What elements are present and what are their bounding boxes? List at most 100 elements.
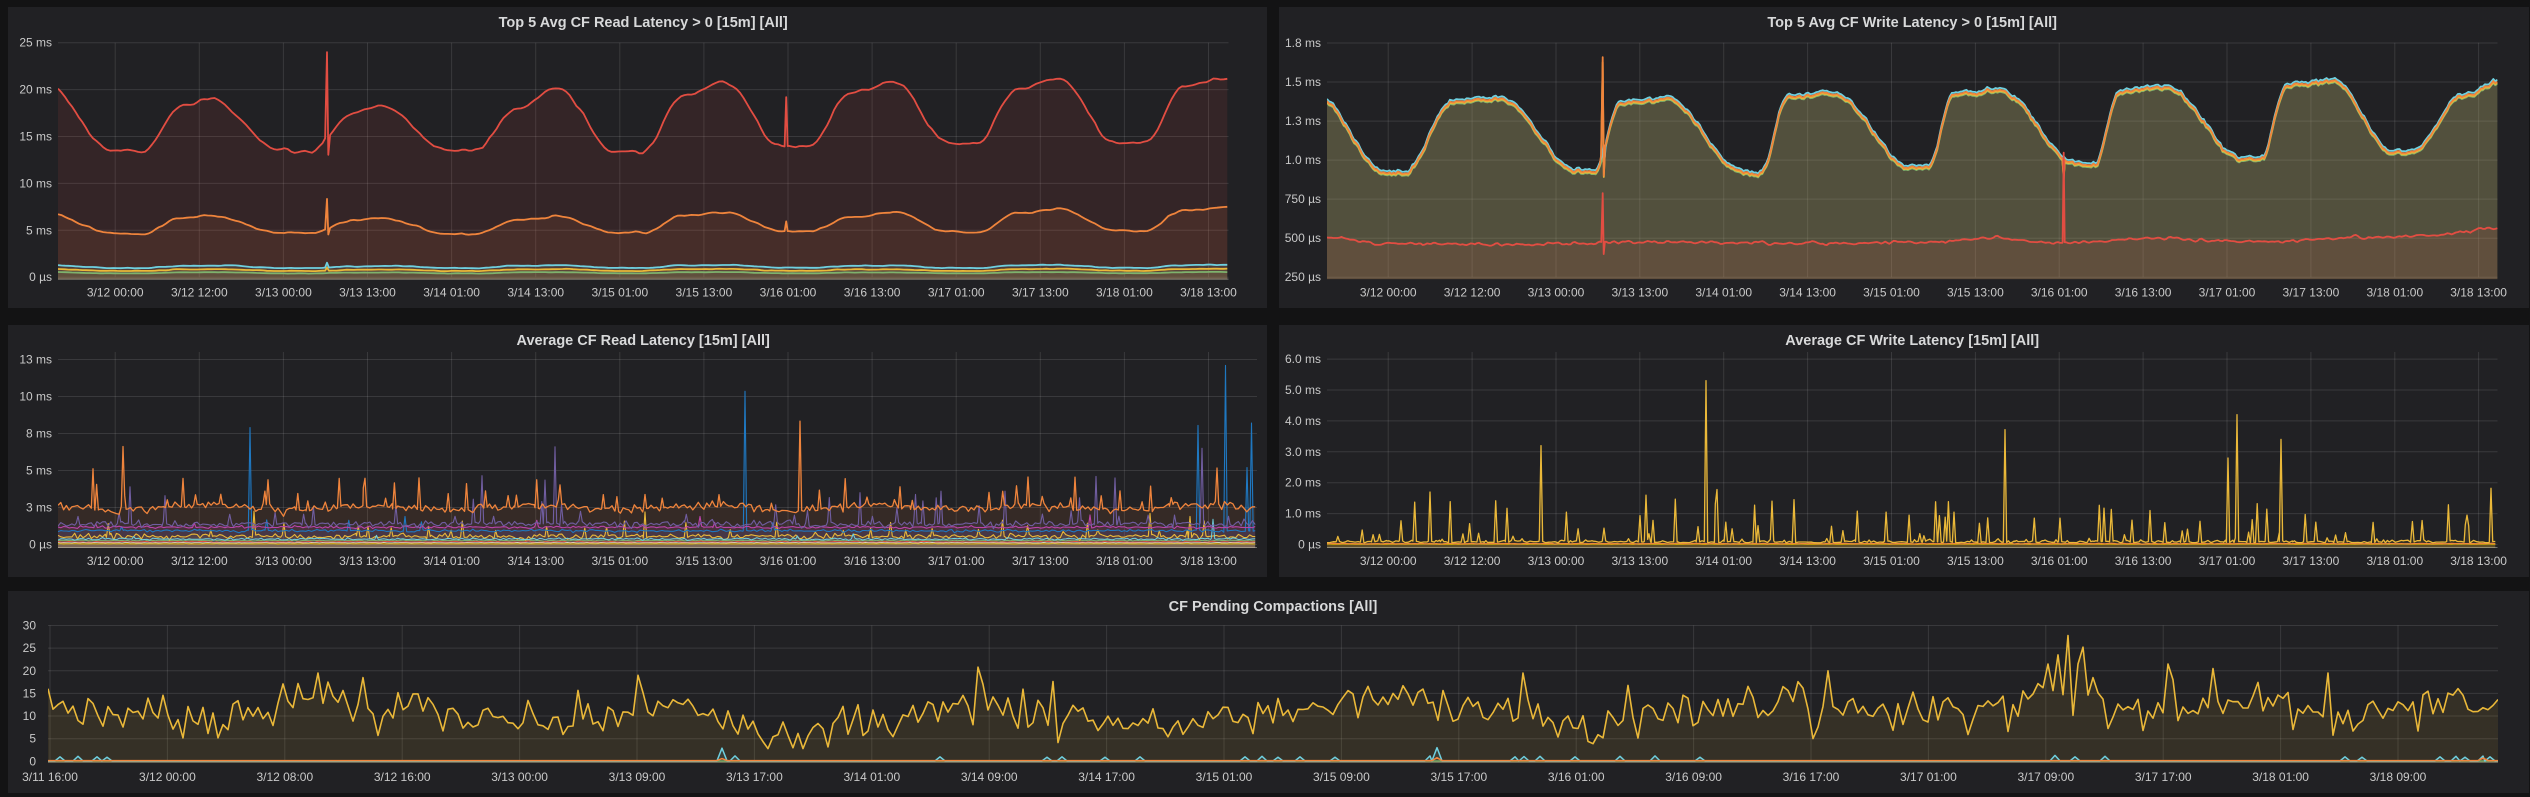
svg-text:3/14 13:00: 3/14 13:00	[507, 286, 564, 300]
svg-text:3/15 01:00: 3/15 01:00	[591, 554, 648, 568]
svg-text:20 ms: 20 ms	[19, 83, 52, 97]
svg-text:5.0 ms: 5.0 ms	[1285, 383, 1321, 397]
svg-text:3/18 09:00: 3/18 09:00	[2370, 770, 2427, 784]
svg-text:8 ms: 8 ms	[26, 427, 52, 441]
svg-text:750 µs: 750 µs	[1285, 192, 1321, 206]
svg-text:3/13 13:00: 3/13 13:00	[339, 554, 396, 568]
svg-text:5 ms: 5 ms	[26, 223, 52, 237]
svg-text:15 ms: 15 ms	[19, 130, 52, 144]
svg-text:3/14 17:00: 3/14 17:00	[1078, 770, 1135, 784]
svg-text:3/18 01:00: 3/18 01:00	[2366, 554, 2423, 568]
svg-text:3/18 13:00: 3/18 13:00	[1180, 286, 1237, 300]
svg-text:3/17 01:00: 3/17 01:00	[2199, 554, 2256, 568]
svg-text:4.0 ms: 4.0 ms	[1285, 414, 1321, 428]
svg-text:Top 5 Avg CF Write Latency > 0: Top 5 Avg CF Write Latency > 0 [15m] [Al…	[1767, 15, 2057, 31]
svg-text:3/14 13:00: 3/14 13:00	[1779, 554, 1836, 568]
svg-text:13 ms: 13 ms	[19, 353, 52, 367]
svg-text:3/17 13:00: 3/17 13:00	[1012, 286, 1069, 300]
svg-text:3 ms: 3 ms	[26, 501, 52, 515]
svg-text:3/17 13:00: 3/17 13:00	[1012, 554, 1069, 568]
svg-text:0 µs: 0 µs	[29, 270, 52, 284]
svg-text:0 µs: 0 µs	[29, 538, 52, 552]
svg-text:3/14 13:00: 3/14 13:00	[507, 554, 564, 568]
svg-text:1.5 ms: 1.5 ms	[1285, 75, 1321, 89]
svg-text:0 µs: 0 µs	[1298, 538, 1321, 552]
svg-text:3/18 01:00: 3/18 01:00	[2366, 286, 2423, 300]
svg-text:3/13 13:00: 3/13 13:00	[1611, 554, 1668, 568]
svg-text:3/12 00:00: 3/12 00:00	[1360, 554, 1417, 568]
svg-text:6.0 ms: 6.0 ms	[1285, 352, 1321, 366]
svg-text:3/13 13:00: 3/13 13:00	[339, 286, 396, 300]
svg-text:3/14 01:00: 3/14 01:00	[1695, 554, 1752, 568]
svg-text:3/17 09:00: 3/17 09:00	[2017, 770, 2074, 784]
svg-text:1.0 ms: 1.0 ms	[1285, 507, 1321, 521]
svg-text:3/14 13:00: 3/14 13:00	[1779, 286, 1836, 300]
svg-text:3/18 01:00: 3/18 01:00	[1096, 554, 1153, 568]
svg-text:3/16 13:00: 3/16 13:00	[2115, 286, 2172, 300]
svg-text:3/16 01:00: 3/16 01:00	[1548, 770, 1605, 784]
svg-text:1.8 ms: 1.8 ms	[1285, 36, 1321, 50]
svg-text:3/13 09:00: 3/13 09:00	[609, 770, 666, 784]
svg-text:1.3 ms: 1.3 ms	[1285, 114, 1321, 128]
svg-text:10: 10	[23, 709, 37, 723]
svg-text:250 µs: 250 µs	[1285, 270, 1321, 284]
svg-text:10 ms: 10 ms	[19, 176, 52, 190]
svg-text:3/18 13:00: 3/18 13:00	[2450, 554, 2507, 568]
svg-text:3/14 01:00: 3/14 01:00	[1695, 286, 1752, 300]
svg-text:3/16 13:00: 3/16 13:00	[2115, 554, 2172, 568]
svg-text:3/15 01:00: 3/15 01:00	[1863, 286, 1920, 300]
svg-text:25: 25	[23, 641, 37, 655]
svg-text:Top 5 Avg CF Read Latency > 0: Top 5 Avg CF Read Latency > 0 [15m] [All…	[499, 15, 788, 31]
svg-text:3/13 00:00: 3/13 00:00	[255, 554, 312, 568]
svg-text:3/16 01:00: 3/16 01:00	[760, 286, 817, 300]
svg-text:3/15 01:00: 3/15 01:00	[591, 286, 648, 300]
svg-text:3/17 01:00: 3/17 01:00	[928, 554, 985, 568]
svg-text:CF Pending Compactions [All]: CF Pending Compactions [All]	[1169, 599, 1378, 615]
svg-text:3/12 00:00: 3/12 00:00	[87, 554, 144, 568]
svg-text:3/12 12:00: 3/12 12:00	[1444, 554, 1501, 568]
svg-text:15: 15	[23, 686, 37, 700]
svg-text:2.0 ms: 2.0 ms	[1285, 476, 1321, 490]
svg-text:3/18 13:00: 3/18 13:00	[2450, 286, 2507, 300]
svg-text:3/13 17:00: 3/13 17:00	[726, 770, 783, 784]
svg-text:3/12 00:00: 3/12 00:00	[1360, 286, 1417, 300]
svg-text:3/12 16:00: 3/12 16:00	[374, 770, 431, 784]
svg-text:3/15 13:00: 3/15 13:00	[676, 286, 733, 300]
svg-text:20: 20	[23, 664, 37, 678]
svg-text:3/13 00:00: 3/13 00:00	[491, 770, 548, 784]
svg-text:3/17 01:00: 3/17 01:00	[928, 286, 985, 300]
svg-text:3/15 13:00: 3/15 13:00	[1947, 286, 2004, 300]
svg-text:3/17 13:00: 3/17 13:00	[2283, 286, 2340, 300]
svg-text:3/17 17:00: 3/17 17:00	[2135, 770, 2192, 784]
svg-text:3/14 01:00: 3/14 01:00	[843, 770, 900, 784]
svg-text:3/12 12:00: 3/12 12:00	[171, 554, 228, 568]
svg-text:3.0 ms: 3.0 ms	[1285, 445, 1321, 459]
svg-text:3/15 01:00: 3/15 01:00	[1196, 770, 1253, 784]
svg-text:3/11 16:00: 3/11 16:00	[22, 770, 78, 784]
svg-text:3/12 00:00: 3/12 00:00	[139, 770, 196, 784]
svg-text:3/16 13:00: 3/16 13:00	[844, 286, 901, 300]
svg-text:3/16 01:00: 3/16 01:00	[2031, 554, 2088, 568]
svg-text:3/13 00:00: 3/13 00:00	[255, 286, 312, 300]
svg-text:500 µs: 500 µs	[1285, 231, 1321, 245]
svg-text:25 ms: 25 ms	[19, 36, 52, 50]
svg-text:3/17 01:00: 3/17 01:00	[1900, 770, 1957, 784]
svg-text:3/17 01:00: 3/17 01:00	[2199, 286, 2256, 300]
svg-text:3/17 13:00: 3/17 13:00	[2283, 554, 2340, 568]
svg-text:3/14 09:00: 3/14 09:00	[961, 770, 1018, 784]
svg-text:Average CF Write Latency [15m]: Average CF Write Latency [15m] [All]	[1785, 333, 2039, 349]
svg-text:3/16 17:00: 3/16 17:00	[1783, 770, 1840, 784]
svg-text:5 ms: 5 ms	[26, 464, 52, 478]
svg-text:10 ms: 10 ms	[19, 390, 52, 404]
svg-text:3/12 00:00: 3/12 00:00	[87, 286, 144, 300]
svg-text:3/13 00:00: 3/13 00:00	[1528, 286, 1585, 300]
svg-text:3/13 13:00: 3/13 13:00	[1611, 286, 1668, 300]
svg-text:3/12 12:00: 3/12 12:00	[171, 286, 228, 300]
svg-text:30: 30	[23, 619, 37, 633]
svg-text:3/16 01:00: 3/16 01:00	[760, 554, 817, 568]
svg-text:3/14 01:00: 3/14 01:00	[423, 554, 480, 568]
svg-text:3/15 13:00: 3/15 13:00	[676, 554, 733, 568]
svg-text:Average CF Read Latency [15m]: Average CF Read Latency [15m] [All]	[517, 333, 770, 349]
svg-text:3/18 13:00: 3/18 13:00	[1180, 554, 1237, 568]
svg-text:3/18 01:00: 3/18 01:00	[1096, 286, 1153, 300]
